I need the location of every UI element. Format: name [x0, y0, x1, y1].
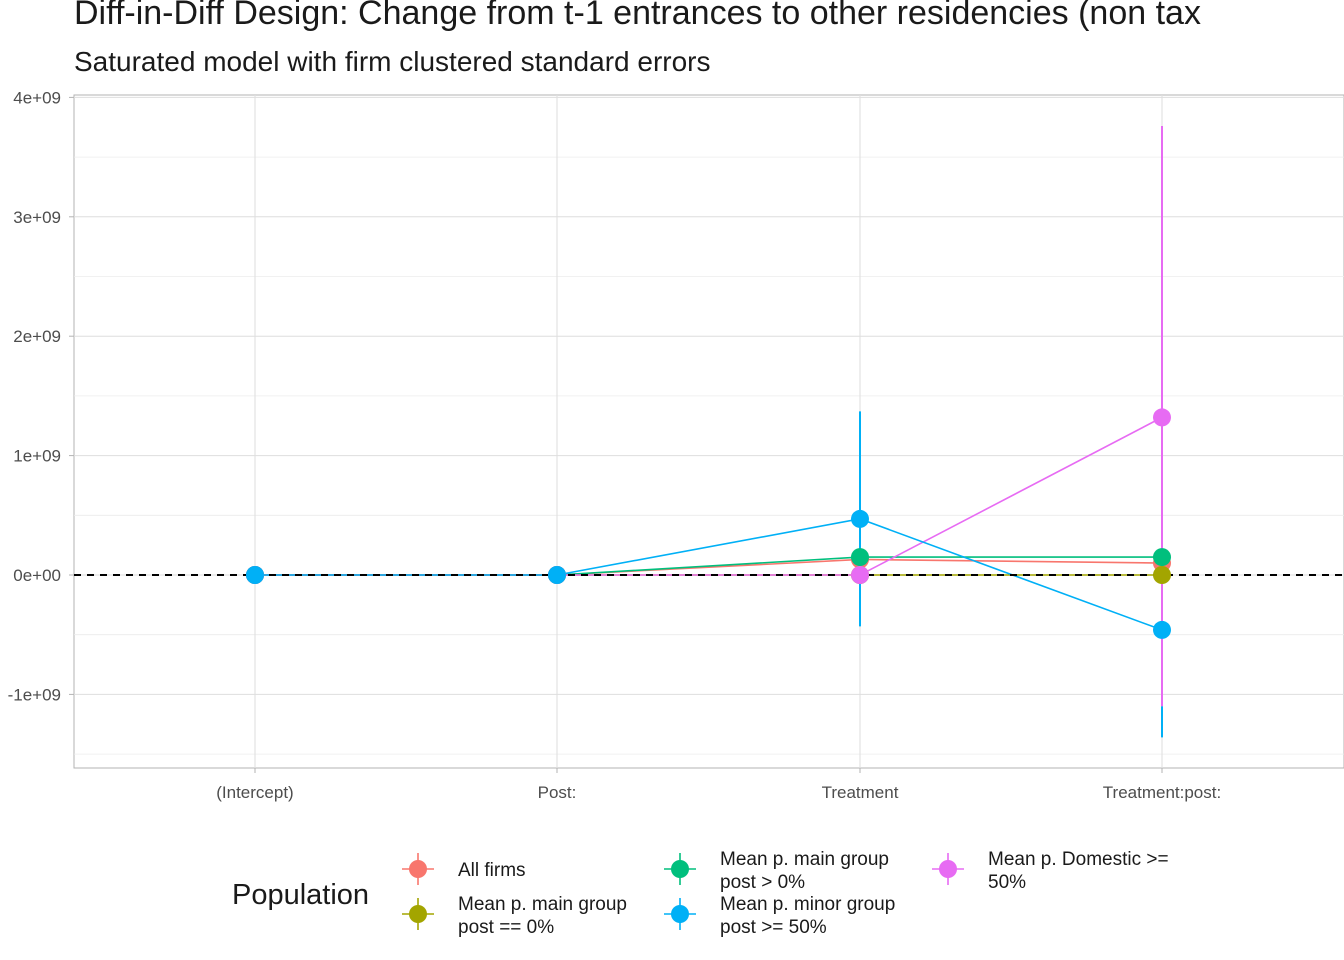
legend-label: Mean p. main group [720, 849, 889, 870]
legend-label: Mean p. minor group [720, 894, 895, 915]
series-line [255, 556, 1162, 576]
series-line [255, 416, 1163, 576]
series-line [255, 558, 1163, 576]
data-point [548, 566, 566, 584]
y-tick-label: 1e+09 [13, 447, 61, 466]
legend-label: post == 0% [458, 917, 554, 938]
legend-key-point [409, 860, 427, 878]
chart-subtitle: Saturated model with firm clustered stan… [74, 46, 711, 77]
data-point [851, 509, 869, 528]
y-tick-label: 2e+09 [13, 327, 61, 346]
y-tick-label: 3e+09 [13, 208, 61, 227]
legend-label: 50% [988, 872, 1026, 893]
chart-title: Diff-in-Diff Design: Change from t-1 ent… [74, 0, 1201, 32]
data-point [1153, 620, 1171, 639]
legend-label: post > 0% [720, 872, 805, 893]
x-tick-label: (Intercept) [216, 783, 293, 802]
legend-key-point [671, 860, 689, 878]
plot-panel-border [73, 94, 1344, 769]
data-point [851, 566, 869, 584]
y-tick-label: -1e+09 [8, 685, 61, 704]
legend-key-point [671, 905, 689, 923]
legend-label: Mean p. main group [458, 894, 627, 915]
data-point [1153, 566, 1171, 584]
x-tick-label: Treatment:post: [1103, 783, 1221, 802]
legend-title: Population [232, 879, 369, 911]
data-point [1153, 408, 1171, 427]
legend-label: All firms [458, 860, 526, 881]
y-tick-label: 0e+00 [13, 566, 61, 585]
data-point [1153, 548, 1171, 567]
legend-key-point [939, 860, 957, 878]
x-tick-label: Post: [538, 783, 577, 802]
data-point [246, 566, 264, 584]
legend-key-point [409, 905, 427, 923]
x-tick-label: Treatment [822, 783, 899, 802]
legend-label: post >= 50% [720, 917, 827, 938]
legend-label: Mean p. Domestic >= [988, 849, 1169, 870]
data-point [851, 548, 869, 567]
y-tick-label: 4e+09 [13, 88, 61, 107]
